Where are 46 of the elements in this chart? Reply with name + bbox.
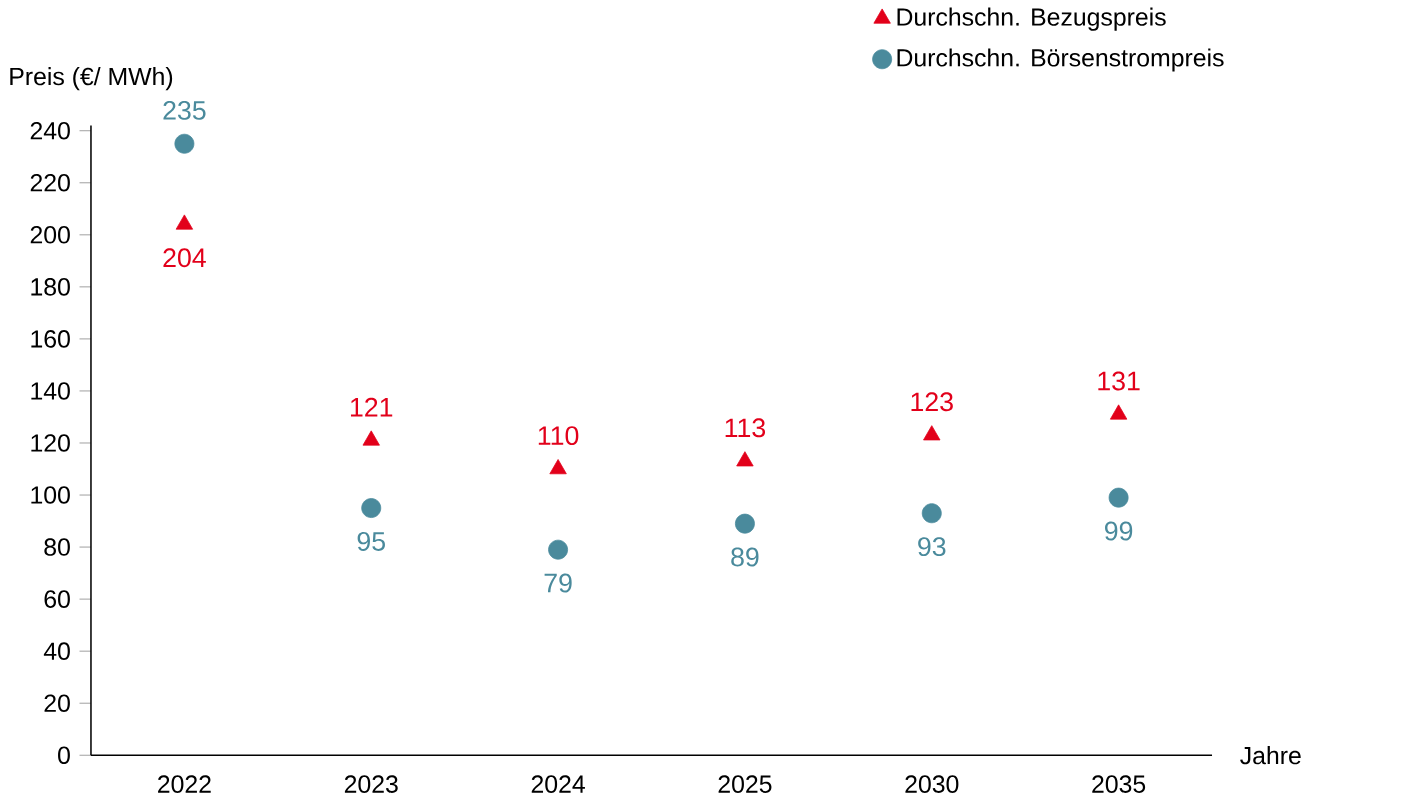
y-tick-label: 160 <box>31 330 70 348</box>
point <box>361 498 382 519</box>
point <box>1108 487 1129 508</box>
y-tick-label: 240 <box>30 122 70 140</box>
y-axis-title: Preis (€/ MWh) <box>10 67 173 91</box>
x-tick-label: 2035 <box>1092 775 1146 794</box>
point <box>923 425 941 441</box>
x-axis-title: Jahre <box>1240 746 1301 765</box>
point <box>1109 404 1128 420</box>
x-tick-label: 2022 <box>158 775 211 794</box>
y-tick-label: 140 <box>31 382 70 400</box>
data-label: 99 <box>1105 521 1133 541</box>
point <box>735 513 755 534</box>
y-tick-label: 20 <box>44 694 70 713</box>
y-tick-label: 120 <box>31 434 70 452</box>
data-label: 113 <box>725 418 766 438</box>
point <box>548 539 568 560</box>
data-label: 89 <box>731 547 759 567</box>
data-label: 123 <box>911 392 953 412</box>
x-tick-label: 2023 <box>344 775 398 794</box>
x-tick-label: 2030 <box>905 775 959 794</box>
point <box>362 430 380 446</box>
legend-label: Durchschn. Börsenstrompreis <box>897 48 1224 72</box>
y-tick-label: 60 <box>44 590 70 609</box>
point <box>549 459 567 475</box>
data-label: 131 <box>1098 371 1140 391</box>
x-tick-label: 2025 <box>718 775 772 794</box>
y-tick-label: 180 <box>31 278 70 296</box>
y-tick-label: 80 <box>44 538 70 557</box>
data-label: 204 <box>163 248 206 268</box>
point <box>921 503 942 524</box>
y-tick-label: 200 <box>30 226 70 244</box>
legend-label: Durchschn. Bezugspreis <box>897 7 1166 31</box>
data-label: 235 <box>163 101 206 120</box>
x-tick-label: 2024 <box>531 775 585 794</box>
y-tick-label: 0 <box>58 746 70 765</box>
data-label: 110 <box>538 426 579 446</box>
y-tick-label: 100 <box>31 486 70 504</box>
data-label: 121 <box>350 397 393 417</box>
data-label: 79 <box>544 573 572 593</box>
y-tick-label: 220 <box>30 174 70 192</box>
data-label: 93 <box>918 537 946 557</box>
data-label: 95 <box>357 532 385 552</box>
y-tick-label: 40 <box>43 642 70 661</box>
point <box>175 214 194 230</box>
point <box>736 451 754 467</box>
